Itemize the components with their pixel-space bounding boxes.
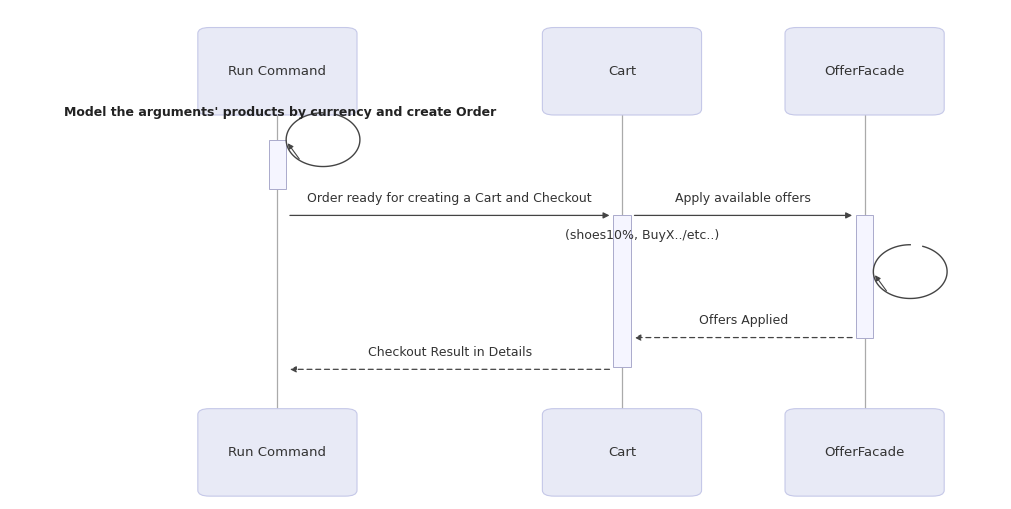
Text: Run Command: Run Command	[228, 446, 327, 459]
FancyBboxPatch shape	[269, 139, 286, 188]
FancyBboxPatch shape	[198, 27, 357, 115]
Text: OfferFacade: OfferFacade	[824, 65, 905, 78]
Text: Model the arguments' products by currency and create Order: Model the arguments' products by currenc…	[64, 106, 496, 119]
Text: (shoes10%, BuyX../etc..): (shoes10%, BuyX../etc..)	[565, 229, 719, 242]
Text: Apply available offers: Apply available offers	[675, 192, 811, 205]
FancyBboxPatch shape	[198, 409, 357, 496]
FancyBboxPatch shape	[785, 409, 944, 496]
FancyBboxPatch shape	[785, 27, 944, 115]
Text: Order ready for creating a Cart and Checkout: Order ready for creating a Cart and Chec…	[307, 192, 592, 205]
FancyBboxPatch shape	[614, 215, 631, 367]
Text: Offers Applied: Offers Applied	[699, 314, 788, 327]
Text: OfferFacade: OfferFacade	[824, 446, 905, 459]
Text: Checkout Result in Details: Checkout Result in Details	[368, 346, 532, 358]
FancyBboxPatch shape	[856, 215, 874, 337]
FancyBboxPatch shape	[542, 27, 702, 115]
Text: Run Command: Run Command	[228, 65, 327, 78]
Text: Cart: Cart	[608, 446, 636, 459]
Text: Cart: Cart	[608, 65, 636, 78]
FancyBboxPatch shape	[542, 409, 702, 496]
